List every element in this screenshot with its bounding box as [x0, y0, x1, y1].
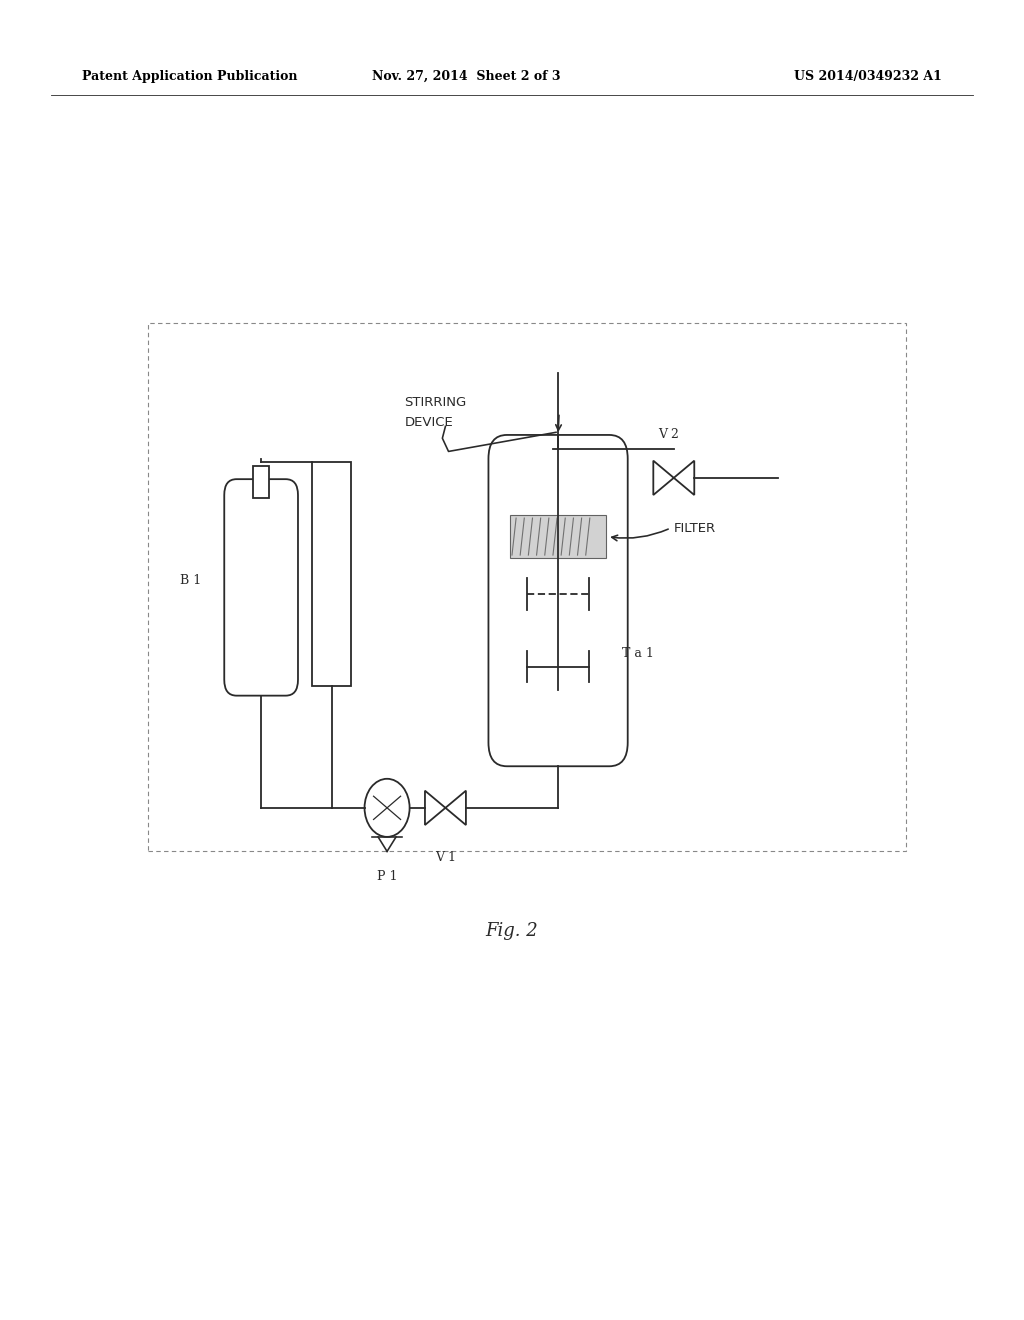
Polygon shape [253, 466, 269, 498]
Text: US 2014/0349232 A1: US 2014/0349232 A1 [795, 70, 942, 83]
Text: Fig. 2: Fig. 2 [485, 921, 539, 940]
Text: Patent Application Publication: Patent Application Publication [82, 70, 297, 83]
Text: V 1: V 1 [435, 851, 456, 865]
Text: FILTER: FILTER [674, 521, 716, 535]
Circle shape [365, 779, 410, 837]
Text: STIRRING: STIRRING [404, 396, 467, 409]
Text: P 1: P 1 [377, 870, 397, 883]
Text: V 2: V 2 [658, 428, 679, 441]
Text: B 1: B 1 [180, 574, 202, 587]
Text: Nov. 27, 2014  Sheet 2 of 3: Nov. 27, 2014 Sheet 2 of 3 [372, 70, 560, 83]
FancyBboxPatch shape [488, 434, 628, 766]
Polygon shape [510, 515, 606, 557]
FancyBboxPatch shape [224, 479, 298, 696]
Text: T a 1: T a 1 [622, 647, 653, 660]
Text: DEVICE: DEVICE [404, 416, 454, 429]
Text: ·: · [692, 520, 702, 539]
Polygon shape [312, 462, 351, 686]
